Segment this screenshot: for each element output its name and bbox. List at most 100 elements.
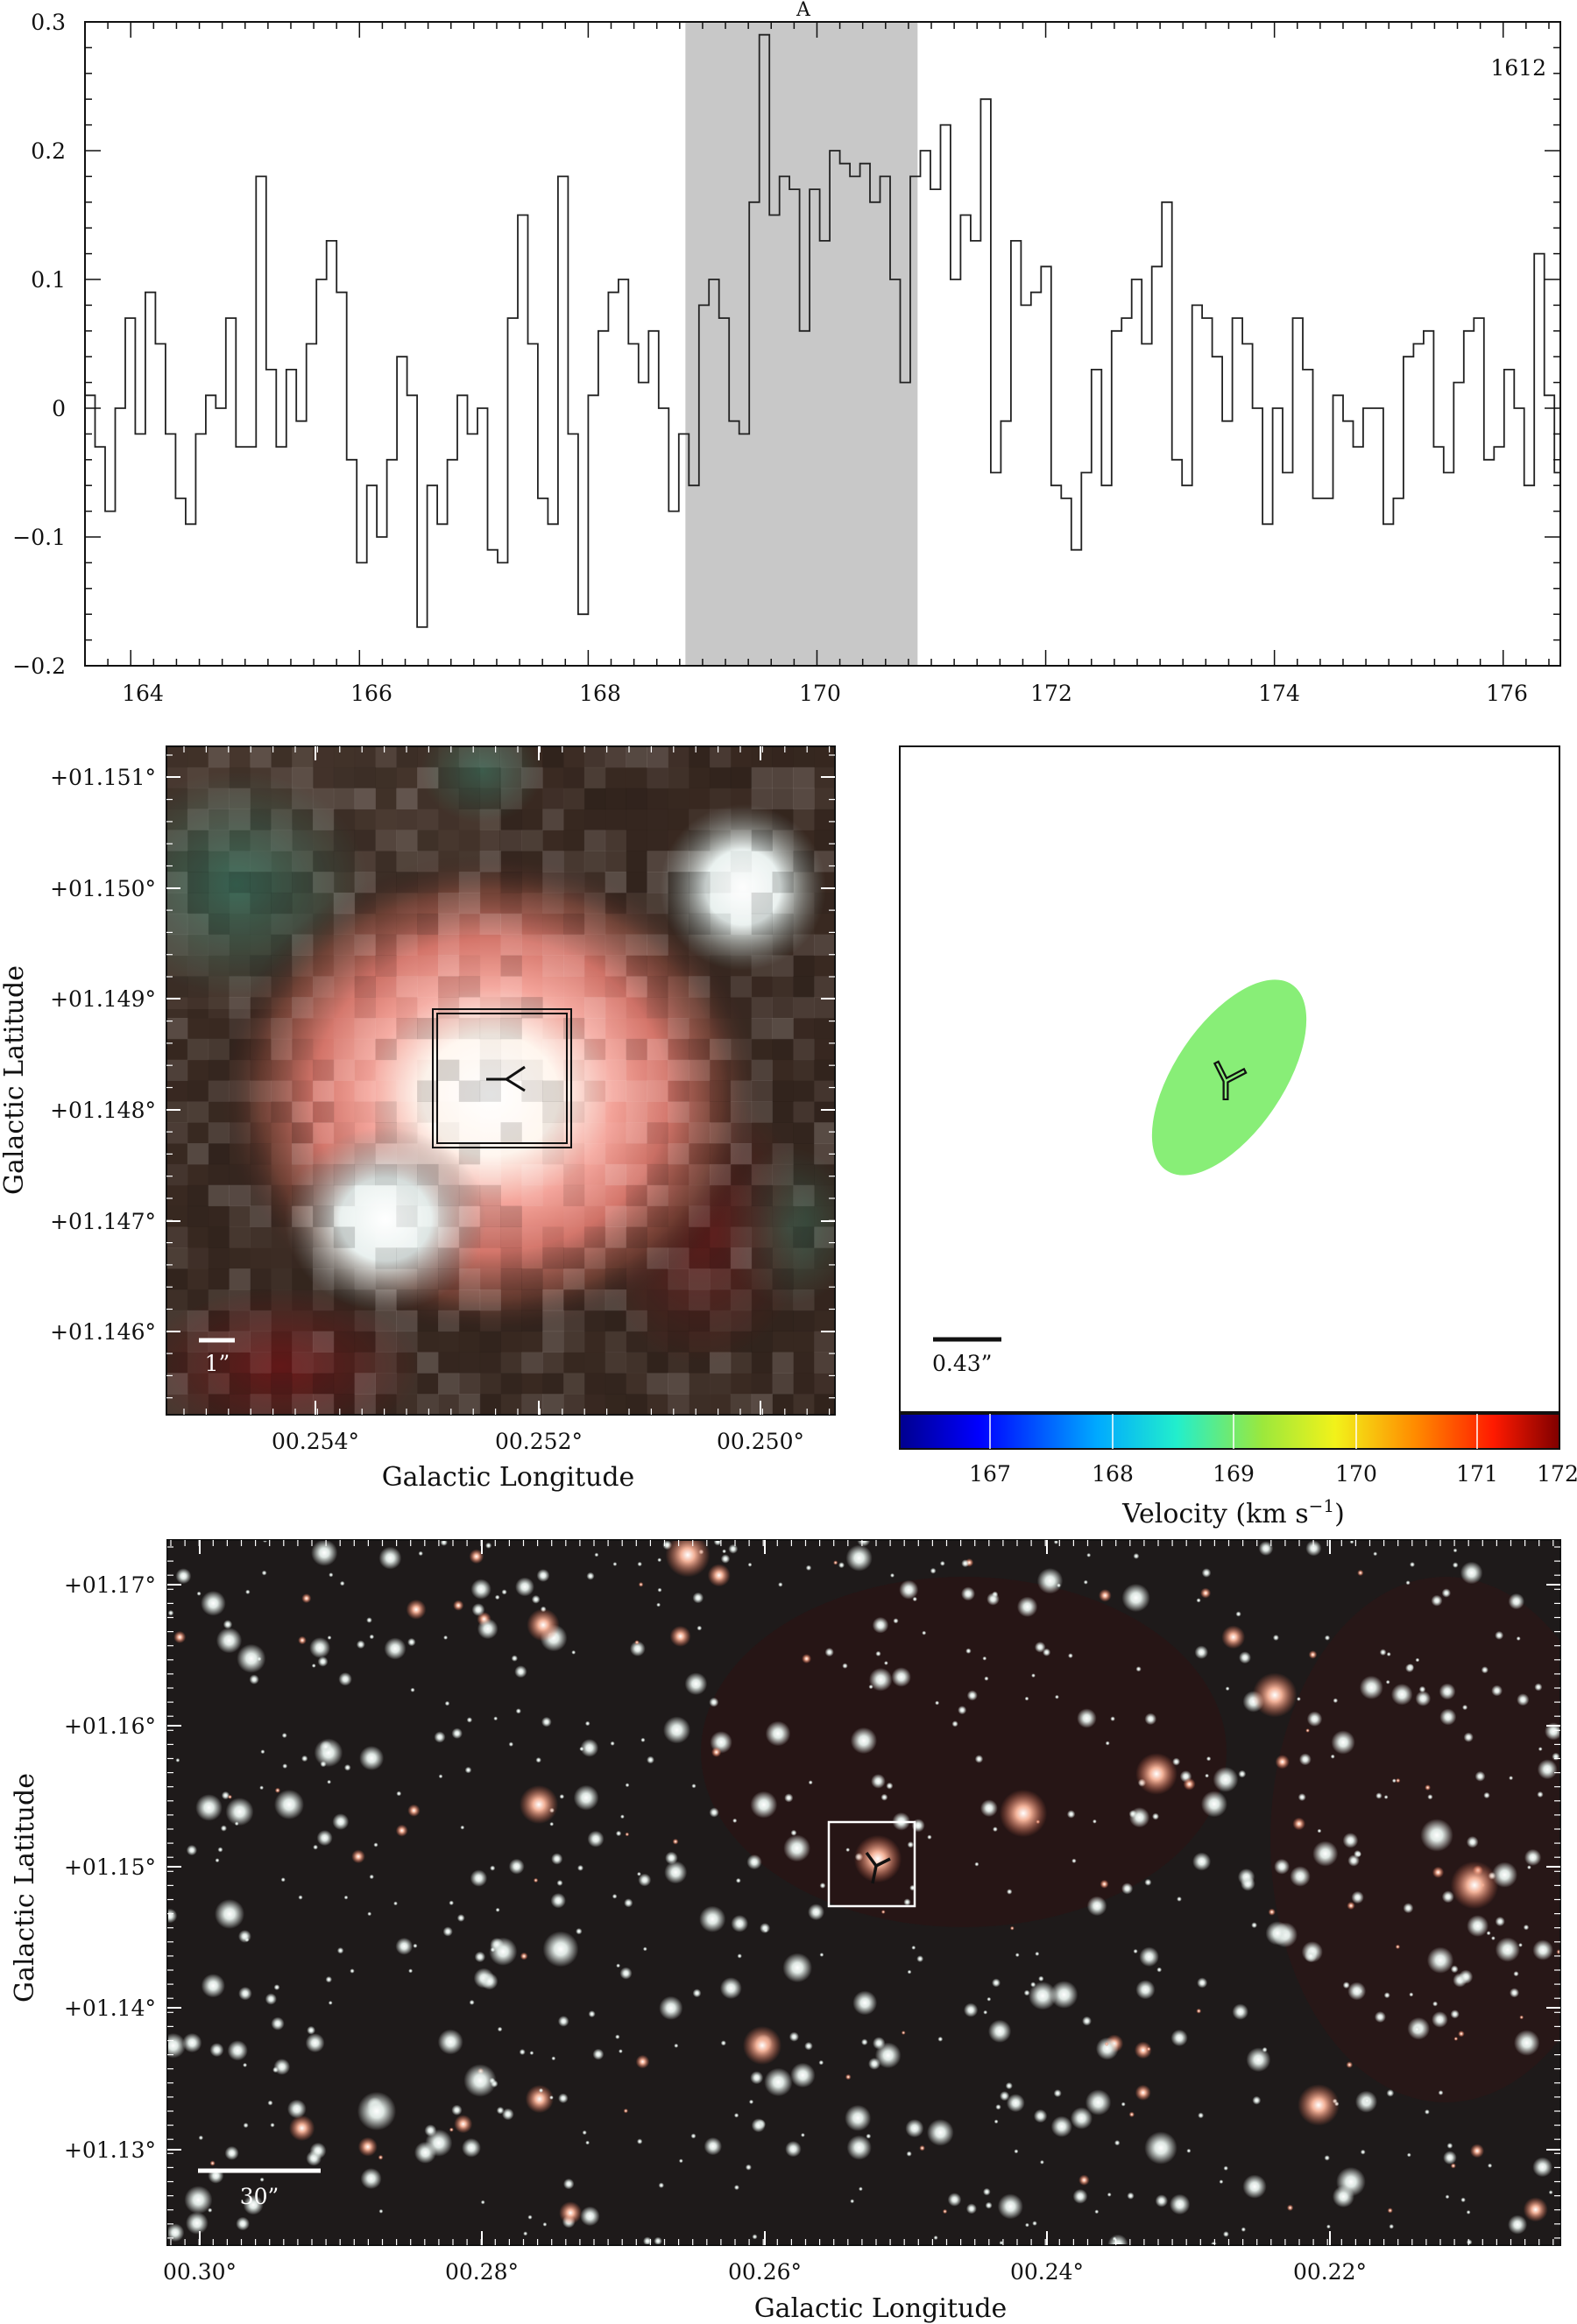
star bbox=[1446, 2143, 1453, 2149]
star bbox=[719, 1977, 742, 2000]
star bbox=[1239, 1651, 1251, 1664]
star bbox=[1246, 2047, 1271, 2073]
star bbox=[1324, 1635, 1331, 1641]
star bbox=[1362, 2095, 1372, 2106]
star bbox=[1133, 1948, 1138, 1954]
star bbox=[384, 1637, 407, 1660]
star bbox=[393, 1901, 398, 1906]
star bbox=[454, 2115, 473, 2134]
star bbox=[1411, 2024, 1423, 2035]
star bbox=[594, 1552, 599, 1558]
star bbox=[464, 1766, 472, 1774]
star bbox=[916, 1955, 924, 1963]
star bbox=[1110, 1716, 1115, 1721]
star bbox=[983, 2010, 988, 2015]
star bbox=[657, 1587, 662, 1593]
star bbox=[1532, 2157, 1552, 2178]
star bbox=[1252, 2095, 1262, 2105]
star bbox=[511, 1655, 518, 1662]
star bbox=[1169, 2193, 1191, 2215]
star bbox=[1418, 1685, 1426, 1693]
star bbox=[733, 2113, 739, 2118]
star bbox=[845, 2104, 872, 2131]
star bbox=[1050, 1981, 1078, 2009]
star bbox=[549, 1821, 555, 1826]
star bbox=[1093, 1819, 1097, 1824]
star bbox=[1016, 1596, 1038, 1618]
star bbox=[1360, 2149, 1366, 2155]
star bbox=[1050, 2116, 1072, 2137]
star bbox=[1183, 1777, 1196, 1791]
star bbox=[442, 1926, 453, 1937]
zoom-ticks bbox=[166, 746, 835, 1415]
source-marker bbox=[486, 1065, 526, 1092]
star bbox=[456, 1914, 465, 1922]
star bbox=[731, 1915, 748, 1932]
star bbox=[838, 1562, 845, 1569]
star bbox=[1403, 1903, 1414, 1914]
star bbox=[1523, 2197, 1548, 2222]
star bbox=[861, 2038, 868, 2045]
star bbox=[699, 1905, 726, 1932]
star bbox=[1072, 2188, 1088, 2204]
star bbox=[995, 2104, 1001, 2110]
star bbox=[610, 1741, 615, 1746]
star bbox=[1015, 1953, 1020, 1958]
star bbox=[1005, 2082, 1013, 2090]
star bbox=[311, 1540, 338, 1566]
star bbox=[1107, 2192, 1112, 2197]
star bbox=[582, 2130, 587, 2136]
star bbox=[1006, 2094, 1025, 2113]
star bbox=[1114, 2140, 1121, 2146]
star bbox=[1213, 1767, 1239, 1792]
star bbox=[654, 2236, 662, 2245]
x-tick-label: 174 bbox=[1258, 681, 1300, 706]
star bbox=[1346, 2061, 1354, 2068]
star bbox=[270, 2123, 275, 2128]
star bbox=[722, 1549, 726, 1554]
bright-star bbox=[1135, 1753, 1177, 1795]
star bbox=[1552, 1752, 1560, 1761]
star bbox=[1445, 2194, 1450, 2200]
star bbox=[684, 1672, 708, 1695]
star bbox=[637, 2138, 643, 2144]
star bbox=[1514, 2030, 1540, 2056]
star bbox=[984, 1676, 989, 1681]
star bbox=[1031, 1673, 1036, 1678]
star bbox=[692, 1988, 702, 1998]
star bbox=[225, 1798, 254, 1826]
star bbox=[630, 1641, 646, 1656]
star bbox=[1518, 1943, 1523, 1947]
star bbox=[1331, 1730, 1355, 1755]
star bbox=[665, 1851, 678, 1865]
star bbox=[1078, 2174, 1090, 2186]
star bbox=[1415, 1657, 1420, 1663]
star bbox=[801, 2132, 805, 2137]
star bbox=[328, 2001, 333, 2005]
star bbox=[965, 1648, 972, 1654]
star bbox=[198, 2135, 203, 2141]
star bbox=[357, 2137, 378, 2157]
wide-scalebar-label: 30” bbox=[240, 2184, 279, 2209]
star bbox=[1133, 1553, 1140, 1559]
star bbox=[1537, 1759, 1558, 1780]
spectrum-y-tick-labels: 0.3 0.2 0.1 0 −0.1 −0.2 bbox=[12, 10, 66, 679]
star bbox=[1107, 2234, 1128, 2245]
star bbox=[220, 1825, 227, 1832]
star bbox=[173, 1630, 187, 1643]
star bbox=[558, 2093, 569, 2103]
star bbox=[1025, 2222, 1029, 2228]
star bbox=[1095, 2037, 1119, 2060]
star bbox=[942, 2208, 948, 2215]
star bbox=[1197, 1977, 1208, 1988]
star bbox=[751, 2118, 766, 2133]
star bbox=[1223, 2231, 1229, 2237]
star bbox=[1104, 2042, 1109, 2046]
x-axis-label: Galactic Longitude bbox=[382, 1462, 635, 1493]
star bbox=[678, 2158, 683, 2164]
star bbox=[227, 2040, 248, 2061]
star bbox=[868, 2058, 880, 2070]
star bbox=[592, 2048, 605, 2060]
star bbox=[615, 2034, 620, 2039]
star bbox=[356, 1640, 365, 1649]
